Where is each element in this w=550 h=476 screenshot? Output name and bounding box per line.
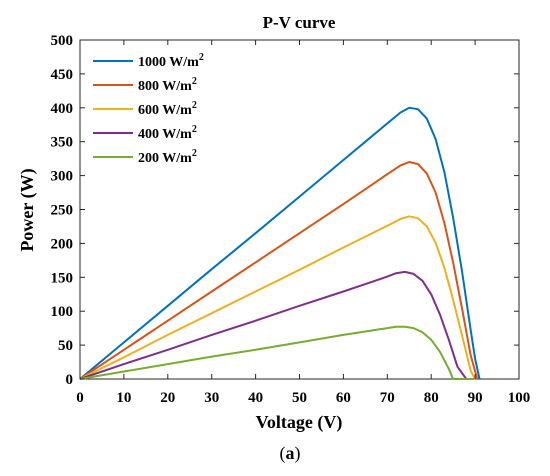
series-line-2: [79, 161, 479, 380]
series-line-5: [79, 325, 471, 380]
y-tick-label: 150: [51, 270, 74, 286]
x-tick-label: 0: [76, 390, 84, 406]
x-tick-label: 10: [116, 390, 131, 406]
series-line-4: [79, 270, 468, 380]
legend-label-2: 800 W/m2: [138, 76, 197, 94]
y-tick-label: 0: [66, 372, 74, 388]
y-tick-label: 500: [51, 33, 74, 49]
legend-label-4: 400 W/m2: [138, 124, 197, 142]
series-line-1: [79, 106, 481, 380]
x-axis-label: Voltage (V): [256, 412, 343, 433]
caption-open: (: [280, 443, 286, 464]
legend-label-1: 1000 W/m2: [138, 52, 204, 70]
y-tick-label: 450: [51, 67, 74, 83]
y-tick-label: 350: [51, 135, 74, 151]
x-tick-label: 50: [292, 390, 307, 406]
chart-title: P-V curve: [263, 13, 336, 32]
y-tick-label: 200: [51, 236, 74, 252]
x-tick-label: 20: [160, 390, 175, 406]
axis-ticks: 0 10 20 30 40 50 60 70 80 90 100 0 50 100 150 200 250 300…: [51, 33, 531, 406]
caption-letter: a: [286, 443, 295, 463]
y-axis-label: Power (W): [17, 168, 38, 251]
x-tick-label: 30: [204, 390, 219, 406]
x-tick-label: 70: [380, 390, 395, 406]
y-tick-label: 250: [51, 203, 74, 219]
series-layer: [79, 106, 481, 380]
y-tick-label: 100: [51, 304, 74, 320]
y-tick-label: 300: [51, 169, 74, 185]
legend: 1000 W/m2 800 W/m2 600 W/m2 400 W/m2 200 W/m…: [93, 52, 204, 166]
y-tick-label: 50: [58, 338, 73, 354]
series-line-3: [79, 215, 476, 380]
x-tick-label: 80: [424, 390, 439, 406]
x-tick-label: 90: [468, 390, 483, 406]
figure-caption: (a): [280, 443, 301, 464]
y-tick-label: 400: [51, 101, 74, 117]
x-tick-label: 40: [248, 390, 263, 406]
legend-label-3: 600 W/m2: [138, 100, 197, 118]
caption-close: ): [295, 443, 301, 464]
x-tick-label: 100: [508, 390, 531, 406]
legend-label-5: 200 W/m2: [138, 148, 197, 166]
x-tick-label: 60: [336, 390, 351, 406]
